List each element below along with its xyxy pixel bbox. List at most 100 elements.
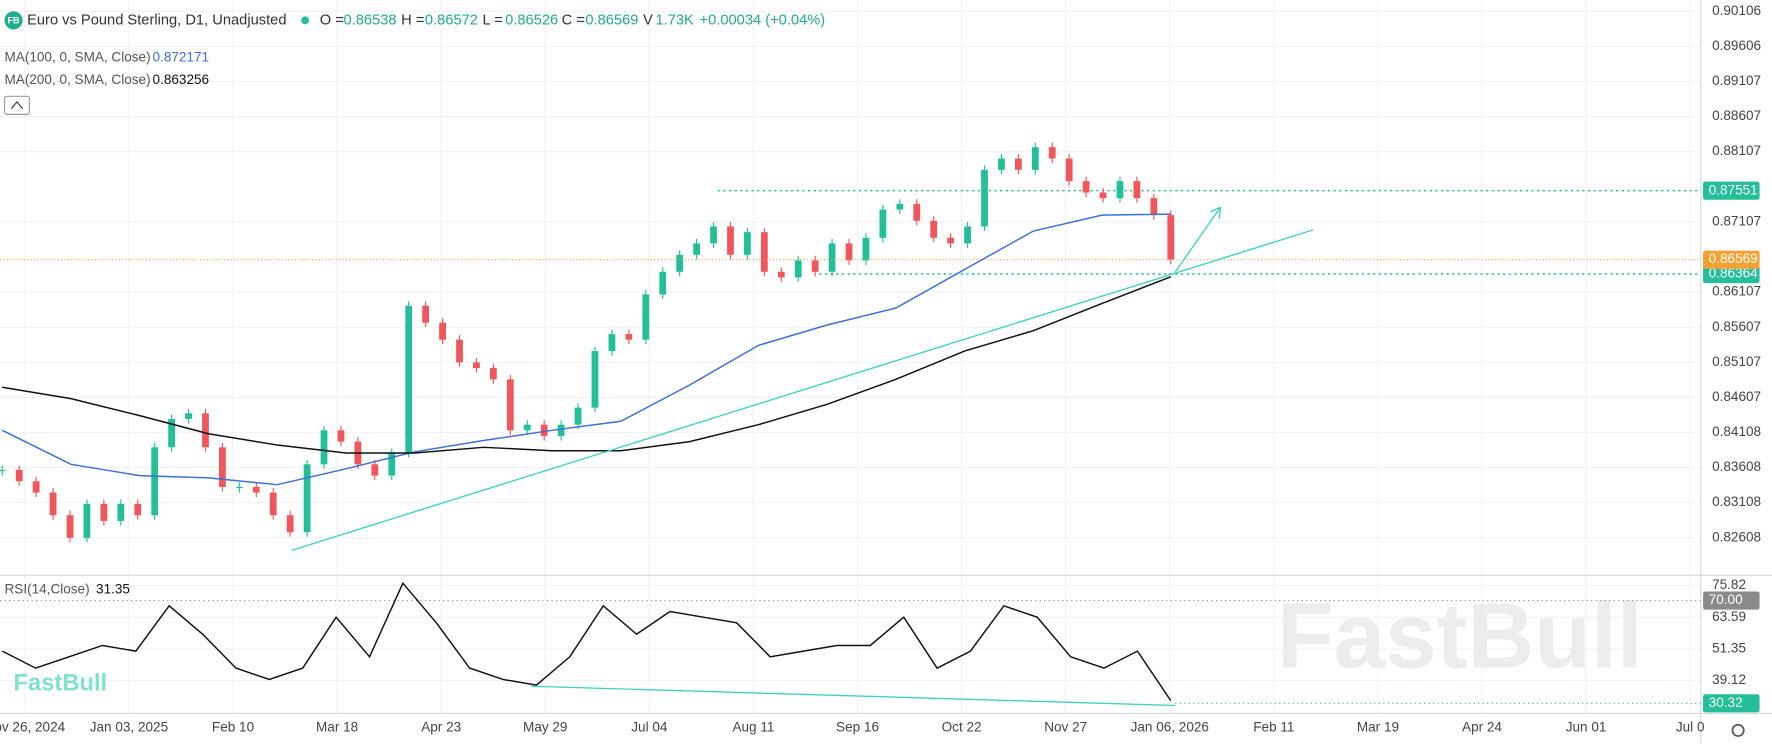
change: +0.00034 (+0.04%) [700, 12, 826, 28]
candle [693, 243, 700, 255]
candle [202, 413, 209, 448]
rsi-tick-label: 63.59 [1712, 609, 1746, 624]
ohlc-value: 0.86569 [585, 12, 638, 28]
ohlc-label: V [643, 12, 653, 28]
x-tick-label: Feb 11 [1253, 720, 1294, 735]
candle [303, 464, 311, 533]
candle [439, 322, 446, 340]
x-tick-label: Feb 10 [212, 720, 255, 735]
candle [574, 407, 582, 425]
rsi-tick-label: 51.35 [1712, 640, 1746, 655]
candle [151, 447, 159, 516]
candle [1082, 181, 1090, 193]
legend-value: 0.872171 [153, 49, 210, 64]
ohlc-value: 0.86538 [344, 12, 397, 28]
candle [608, 334, 616, 352]
y-tick-label: 0.89107 [1712, 73, 1761, 88]
candle [0, 469, 6, 472]
settings-icon[interactable] [1731, 723, 1745, 737]
candle [473, 362, 480, 369]
y-tick-label: 0.88607 [1712, 108, 1761, 123]
candle [540, 424, 548, 436]
candle [1133, 181, 1141, 199]
candle [405, 305, 413, 453]
candle [1116, 181, 1124, 199]
candle [134, 503, 142, 516]
candle [117, 503, 125, 521]
candle [744, 232, 751, 255]
candle [235, 486, 243, 489]
arrow [1174, 206, 1222, 273]
y-tick-label: 0.84108 [1712, 424, 1761, 439]
level-label: 0.86364 [1709, 266, 1758, 281]
candle [557, 424, 565, 436]
x-tick-label: Nov 26, 2024 [0, 720, 66, 735]
candle [862, 237, 870, 261]
ohlc-label: H = [401, 12, 424, 28]
candle [371, 464, 379, 476]
candle [625, 334, 633, 340]
candle [828, 243, 836, 272]
x-tick-label: Aug 11 [732, 720, 774, 735]
ma-line [1, 213, 1171, 486]
candle [930, 220, 938, 238]
x-tick-label: Apr 24 [1462, 720, 1502, 735]
y-tick-label: 0.89606 [1712, 38, 1761, 53]
rsi-level-label: 70.00 [1709, 592, 1743, 607]
price-label: 0.86569 [1709, 251, 1758, 266]
candle [100, 503, 108, 521]
x-tick-label: Sep 16 [836, 720, 879, 735]
y-tick-label: 0.90106 [1712, 3, 1761, 18]
x-tick-label: Apr 23 [421, 720, 461, 735]
candle [760, 232, 768, 272]
ohlc-label: L = [483, 12, 503, 28]
candle [422, 305, 430, 323]
logo: FB [8, 15, 21, 25]
grid [0, 0, 1701, 714]
y-tick-label: 0.88107 [1712, 143, 1761, 158]
rsi-legend-label: RSI(14,Close) [5, 582, 90, 597]
candle [845, 243, 853, 261]
rsi-line [1, 581, 1172, 702]
candle [489, 368, 497, 380]
collapse-button[interactable] [3, 95, 30, 115]
candle [710, 226, 717, 244]
candle [49, 492, 57, 516]
candle [1065, 158, 1073, 182]
legend-value: 0.863256 [153, 72, 210, 87]
candle [320, 430, 328, 465]
candle [83, 503, 91, 538]
candle [252, 486, 260, 493]
candle [1031, 147, 1039, 170]
candle [1048, 147, 1056, 159]
candle [185, 413, 192, 419]
level-label-box [1703, 181, 1760, 200]
candle [219, 447, 226, 487]
ohlc-label: O = [320, 12, 344, 28]
candle [998, 158, 1005, 170]
candle [896, 203, 904, 210]
price-label-box [1703, 250, 1760, 269]
rsi-legend-value: 31.35 [96, 582, 130, 597]
candle [1014, 158, 1022, 170]
candle [913, 203, 921, 221]
trendline [291, 229, 1314, 552]
candle [777, 271, 785, 278]
chevron-icon [10, 101, 24, 110]
y-tick-label: 0.83608 [1712, 459, 1761, 474]
candle [981, 169, 988, 227]
candle [388, 452, 396, 476]
y-tick-label: 0.83108 [1712, 494, 1761, 509]
rsi-tick-label: 75.82 [1712, 577, 1746, 592]
x-tick-label: Jun 01 [1566, 720, 1607, 735]
candle [642, 294, 650, 340]
x-tick-label: Jan 03, 2025 [90, 720, 168, 735]
rsi-tick-label: 39.12 [1712, 672, 1746, 687]
arrow-head [1210, 206, 1222, 219]
ohlc-value: 0.86526 [505, 12, 558, 28]
y-tick-label: 0.87107 [1712, 213, 1761, 228]
candle [269, 492, 277, 516]
y-tick-label: 0.82608 [1712, 529, 1761, 544]
candle [15, 469, 23, 482]
candle [168, 418, 176, 448]
